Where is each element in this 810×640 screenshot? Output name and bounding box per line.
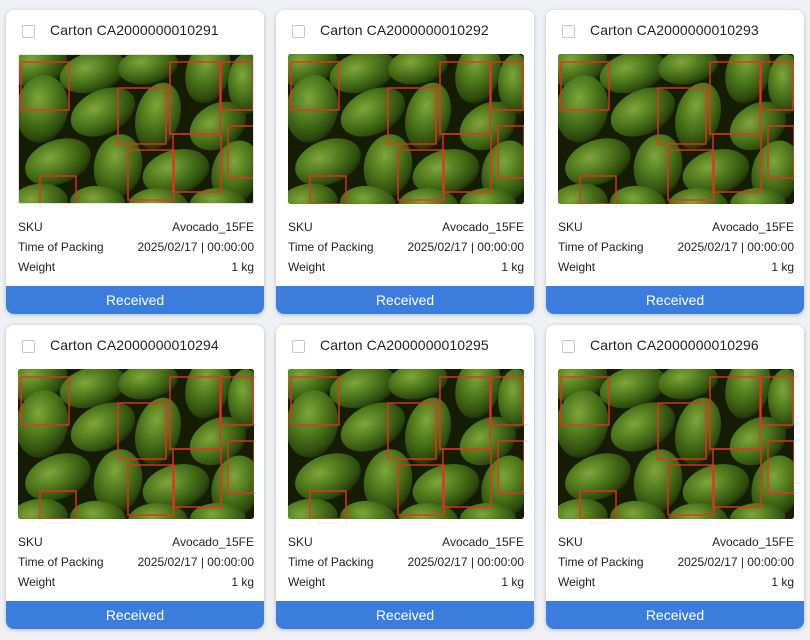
weight-value: 1 kg <box>771 575 794 589</box>
card-header: Carton CA2000000010296 <box>546 325 804 369</box>
sku-value: Avocado_15FE <box>442 535 524 549</box>
sku-label: SKU <box>558 535 583 549</box>
carton-details: SKU Avocado_15FE Time of Packing 2025/02… <box>288 533 524 593</box>
time-label: Time of Packing <box>558 240 644 254</box>
sku-row: SKU Avocado_15FE <box>288 533 524 553</box>
card-header: Carton CA2000000010293 <box>546 10 804 54</box>
sku-label: SKU <box>288 220 313 234</box>
time-value: 2025/02/17 | 00:00:00 <box>137 240 254 254</box>
time-label: Time of Packing <box>288 555 374 569</box>
status-bar: Received <box>546 286 804 314</box>
carton-details: SKU Avocado_15FE Time of Packing 2025/02… <box>18 533 254 593</box>
weight-label: Weight <box>558 575 596 589</box>
card-title: Carton CA2000000010295 <box>320 337 489 353</box>
sku-value: Avocado_15FE <box>442 220 524 234</box>
time-row: Time of Packing 2025/02/17 | 00:00:00 <box>288 238 524 258</box>
time-label: Time of Packing <box>18 555 104 569</box>
sku-value: Avocado_15FE <box>712 535 794 549</box>
carton-card[interactable]: Carton CA2000000010293 SKU Avocado_15FE … <box>546 10 804 314</box>
weight-row: Weight 1 kg <box>288 258 524 278</box>
time-label: Time of Packing <box>558 555 644 569</box>
time-value: 2025/02/17 | 00:00:00 <box>407 240 524 254</box>
sku-label: SKU <box>558 220 583 234</box>
weight-row: Weight 1 kg <box>18 573 254 593</box>
sku-row: SKU Avocado_15FE <box>18 218 254 238</box>
weight-label: Weight <box>18 575 56 589</box>
carton-details: SKU Avocado_15FE Time of Packing 2025/02… <box>558 218 794 278</box>
weight-row: Weight 1 kg <box>18 258 254 278</box>
time-value: 2025/02/17 | 00:00:00 <box>137 555 254 569</box>
carton-card[interactable]: Carton CA2000000010291 SKU Avocado_15FE … <box>6 10 264 314</box>
time-value: 2025/02/17 | 00:00:00 <box>407 555 524 569</box>
card-header: Carton CA2000000010294 <box>6 325 264 369</box>
sku-value: Avocado_15FE <box>172 220 254 234</box>
card-title: Carton CA2000000010294 <box>50 337 219 353</box>
select-checkbox[interactable] <box>562 25 575 38</box>
time-row: Time of Packing 2025/02/17 | 00:00:00 <box>18 553 254 573</box>
weight-value: 1 kg <box>771 260 794 274</box>
carton-details: SKU Avocado_15FE Time of Packing 2025/02… <box>558 533 794 593</box>
sku-row: SKU Avocado_15FE <box>288 218 524 238</box>
time-label: Time of Packing <box>18 240 104 254</box>
carton-details: SKU Avocado_15FE Time of Packing 2025/02… <box>288 218 524 278</box>
avocado-photo[interactable] <box>558 369 794 519</box>
time-row: Time of Packing 2025/02/17 | 00:00:00 <box>558 238 794 258</box>
status-bar: Received <box>276 286 534 314</box>
sku-value: Avocado_15FE <box>712 220 794 234</box>
status-bar: Received <box>546 601 804 629</box>
weight-label: Weight <box>288 260 326 274</box>
sku-row: SKU Avocado_15FE <box>558 533 794 553</box>
card-title: Carton CA2000000010291 <box>50 22 219 38</box>
status-bar: Received <box>6 286 264 314</box>
select-checkbox[interactable] <box>292 25 305 38</box>
select-checkbox[interactable] <box>562 340 575 353</box>
sku-label: SKU <box>288 535 313 549</box>
sku-row: SKU Avocado_15FE <box>18 533 254 553</box>
select-checkbox[interactable] <box>22 340 35 353</box>
weight-value: 1 kg <box>501 575 524 589</box>
carton-card[interactable]: Carton CA2000000010292 SKU Avocado_15FE … <box>276 10 534 314</box>
carton-card[interactable]: Carton CA2000000010295 SKU Avocado_15FE … <box>276 325 534 629</box>
card-title: Carton CA2000000010292 <box>320 22 489 38</box>
weight-row: Weight 1 kg <box>558 573 794 593</box>
time-row: Time of Packing 2025/02/17 | 00:00:00 <box>288 553 524 573</box>
time-label: Time of Packing <box>288 240 374 254</box>
weight-value: 1 kg <box>501 260 524 274</box>
card-header: Carton CA2000000010295 <box>276 325 534 369</box>
card-header: Carton CA2000000010292 <box>276 10 534 54</box>
carton-card[interactable]: Carton CA2000000010294 SKU Avocado_15FE … <box>6 325 264 629</box>
sku-label: SKU <box>18 535 43 549</box>
time-value: 2025/02/17 | 00:00:00 <box>677 240 794 254</box>
weight-value: 1 kg <box>231 260 254 274</box>
sku-row: SKU Avocado_15FE <box>558 218 794 238</box>
weight-row: Weight 1 kg <box>288 573 524 593</box>
select-checkbox[interactable] <box>292 340 305 353</box>
weight-value: 1 kg <box>231 575 254 589</box>
sku-label: SKU <box>18 220 43 234</box>
card-title: Carton CA2000000010293 <box>590 22 759 38</box>
avocado-photo[interactable] <box>18 369 254 519</box>
time-value: 2025/02/17 | 00:00:00 <box>677 555 794 569</box>
avocado-photo[interactable] <box>558 54 794 204</box>
card-title: Carton CA2000000010296 <box>590 337 759 353</box>
avocado-photo[interactable] <box>288 54 524 204</box>
weight-label: Weight <box>18 260 56 274</box>
status-bar: Received <box>6 601 264 629</box>
avocado-photo[interactable] <box>18 54 254 204</box>
time-row: Time of Packing 2025/02/17 | 00:00:00 <box>558 553 794 573</box>
select-checkbox[interactable] <box>22 25 35 38</box>
weight-label: Weight <box>288 575 326 589</box>
avocado-photo[interactable] <box>288 369 524 519</box>
carton-card[interactable]: Carton CA2000000010296 SKU Avocado_15FE … <box>546 325 804 629</box>
carton-details: SKU Avocado_15FE Time of Packing 2025/02… <box>18 218 254 278</box>
card-header: Carton CA2000000010291 <box>6 10 264 54</box>
sku-value: Avocado_15FE <box>172 535 254 549</box>
weight-row: Weight 1 kg <box>558 258 794 278</box>
time-row: Time of Packing 2025/02/17 | 00:00:00 <box>18 238 254 258</box>
status-bar: Received <box>276 601 534 629</box>
weight-label: Weight <box>558 260 596 274</box>
